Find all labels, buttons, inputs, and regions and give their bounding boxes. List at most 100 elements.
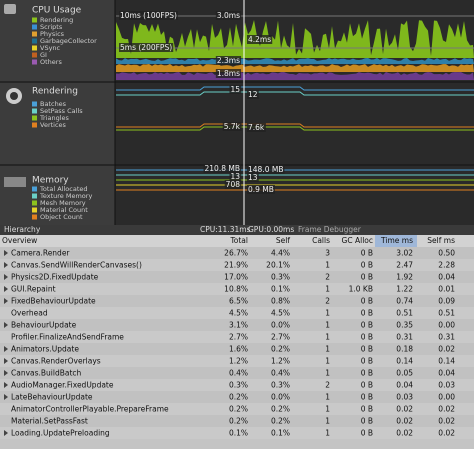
column-header[interactable]: GC Alloc bbox=[342, 236, 373, 245]
expand-arrow[interactable] bbox=[4, 262, 8, 268]
legend-label: Material Count bbox=[40, 206, 88, 214]
table: Overview Total Self Calls GC Alloc Time ms Sel… bbox=[0, 235, 474, 439]
legend-label: GarbageCollector bbox=[40, 37, 97, 45]
legend-swatch bbox=[32, 17, 37, 23]
expand-arrow[interactable] bbox=[4, 358, 8, 364]
row-bg bbox=[0, 331, 474, 343]
cell: Camera.Render bbox=[11, 249, 70, 258]
cell: 0.35 bbox=[396, 321, 413, 330]
cell: 0 B bbox=[361, 381, 373, 390]
graph-label: 15 bbox=[230, 85, 240, 94]
graph-label-bg bbox=[229, 172, 242, 181]
legend-swatch bbox=[32, 45, 37, 51]
row-bg bbox=[0, 427, 474, 439]
expand-arrow[interactable] bbox=[4, 346, 8, 352]
view-dropdown[interactable]: Hierarchy bbox=[4, 225, 41, 234]
column-header[interactable]: Self bbox=[276, 236, 290, 245]
cell: 0.31 bbox=[438, 333, 455, 342]
cell: 1 bbox=[325, 393, 330, 402]
row-bg bbox=[0, 403, 474, 415]
cell: Canvas.BuildBatch bbox=[11, 369, 82, 378]
graph-label-bg bbox=[222, 122, 242, 131]
expand-arrow[interactable] bbox=[4, 250, 8, 256]
graph-label-bg bbox=[247, 90, 259, 99]
cell: 0 B bbox=[361, 357, 373, 366]
cell: 0 B bbox=[361, 273, 373, 282]
cell: 1 bbox=[325, 309, 330, 318]
cell: 0.1% bbox=[229, 429, 248, 438]
cell: 0.1% bbox=[271, 429, 290, 438]
cell: 1.2% bbox=[271, 357, 290, 366]
graph-label-bg bbox=[229, 85, 242, 94]
cell: 0.00 bbox=[438, 393, 455, 402]
legend-swatch bbox=[32, 108, 37, 114]
expand-arrow[interactable] bbox=[4, 370, 8, 376]
expand-arrow[interactable] bbox=[4, 274, 8, 280]
cpu-icon bbox=[4, 4, 16, 14]
table-header bbox=[0, 235, 474, 247]
legend-label: Mesh Memory bbox=[40, 199, 86, 207]
cell: Animators.Update bbox=[11, 345, 79, 354]
legend-label: Others bbox=[40, 58, 62, 66]
legend-swatch bbox=[32, 122, 37, 128]
cell: 0.02 bbox=[438, 417, 455, 426]
cell: 1 bbox=[325, 321, 330, 330]
cell: 2.28 bbox=[438, 261, 455, 270]
expand-arrow[interactable] bbox=[4, 298, 8, 304]
graph-label: 12 bbox=[248, 90, 258, 99]
graph-label: 1.8ms bbox=[217, 69, 240, 78]
row-bg bbox=[0, 307, 474, 319]
cell: 0.04 bbox=[438, 369, 455, 378]
expand-arrow[interactable] bbox=[4, 286, 8, 292]
column-header[interactable]: Calls bbox=[312, 236, 330, 245]
cpu-graph bbox=[116, 15, 474, 191]
legend-label: Total Allocated bbox=[39, 185, 88, 193]
graph-label-bg bbox=[215, 69, 242, 78]
cell: 0.2% bbox=[229, 405, 248, 414]
graph-label-bg bbox=[203, 164, 241, 173]
column-header[interactable]: Total bbox=[229, 236, 248, 245]
cell: 0.74 bbox=[396, 297, 413, 306]
column-header[interactable]: Time ms bbox=[380, 236, 413, 245]
graph-label: 210.8 MB bbox=[205, 164, 240, 173]
graph-label-bg bbox=[215, 11, 242, 20]
cell: 0.0% bbox=[271, 321, 290, 330]
cell: 0.14 bbox=[396, 357, 413, 366]
cell: 0 B bbox=[361, 345, 373, 354]
legend-swatch bbox=[32, 101, 37, 107]
legend-swatch bbox=[32, 193, 37, 199]
cell: 2.47 bbox=[396, 261, 413, 270]
cpu-time: CPU:11.31ms bbox=[200, 225, 251, 234]
legend-label: Triangles bbox=[39, 114, 70, 122]
graph-label: 148.0 MB bbox=[248, 165, 283, 174]
module-title: Rendering bbox=[32, 87, 78, 97]
expand-arrow[interactable] bbox=[4, 394, 8, 400]
frame-debugger-button[interactable]: Frame Debugger bbox=[298, 225, 362, 234]
cell: 0.03 bbox=[438, 381, 455, 390]
cell: 0 B bbox=[361, 297, 373, 306]
cell: 2.7% bbox=[271, 333, 290, 342]
cell: 1.2% bbox=[229, 357, 248, 366]
expand-arrow[interactable] bbox=[4, 382, 8, 388]
graph-label: 0.9 MB bbox=[248, 185, 274, 194]
column-header[interactable]: Overview bbox=[2, 236, 37, 245]
cell: 0.1% bbox=[271, 285, 290, 294]
graph-area bbox=[116, 64, 474, 72]
graph-label-bg bbox=[224, 180, 242, 189]
row-bg bbox=[0, 367, 474, 379]
column-header[interactable]: Self ms bbox=[427, 236, 455, 245]
cell: 0.3% bbox=[271, 381, 290, 390]
cell: 1 bbox=[325, 429, 330, 438]
cell: 1 bbox=[325, 417, 330, 426]
cell: 0 B bbox=[361, 369, 373, 378]
cell: 2 bbox=[325, 297, 330, 306]
cell: AudioManager.FixedUpdate bbox=[11, 381, 114, 390]
cell: 20.1% bbox=[266, 261, 290, 270]
graph-area bbox=[116, 20, 474, 59]
row-bg bbox=[0, 391, 474, 403]
cell: 0.14 bbox=[438, 357, 455, 366]
expand-arrow[interactable] bbox=[4, 430, 8, 436]
expand-arrow[interactable] bbox=[4, 322, 8, 328]
legend-swatch bbox=[32, 31, 37, 37]
cell: 0 B bbox=[361, 393, 373, 402]
